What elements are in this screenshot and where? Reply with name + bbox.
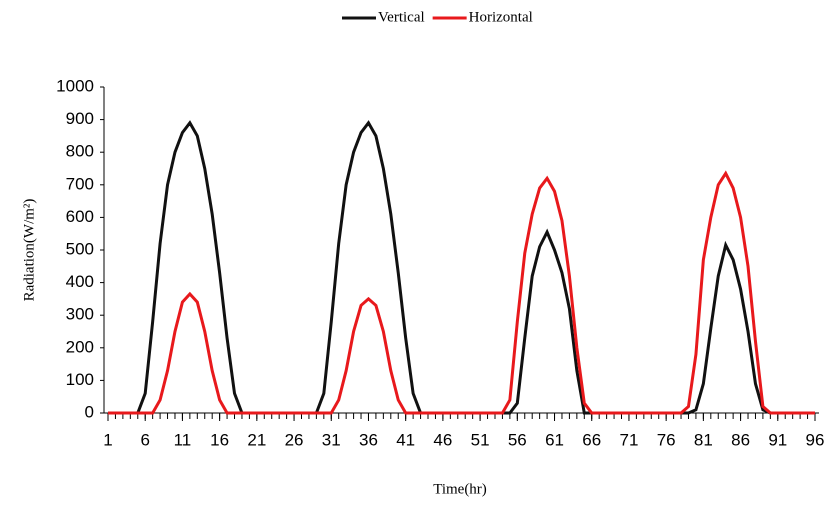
x-tick-label: 56 [508,430,527,449]
legend-label: Vertical [378,9,425,25]
y-tick-label: 600 [66,207,94,226]
y-tick-label: 800 [66,142,94,161]
y-tick-label: 1000 [56,76,94,95]
x-tick-label: 46 [433,430,452,449]
x-tick-label: 26 [285,430,304,449]
y-tick-label: 500 [66,239,94,258]
series-line [108,170,815,415]
x-tick-label: 91 [768,430,787,449]
x-tick-label: 31 [322,430,341,449]
x-tick-label: 11 [174,430,192,449]
x-axis-label: Time(hr) [433,481,487,497]
x-tick-label: 6 [140,430,149,449]
y-tick-label: 300 [66,305,94,324]
x-tick-label: 81 [694,430,713,449]
x-tick-label: 71 [619,430,638,449]
x-tick-label: 21 [247,430,266,449]
legend-label: Horizontal [469,9,533,25]
series-line [108,120,815,415]
x-tick-label: 66 [582,430,601,449]
x-tick-label: 61 [545,430,564,449]
x-tick-label: 16 [210,430,229,449]
y-tick-label: 200 [66,337,94,356]
x-tick-label: 96 [806,430,825,449]
x-tick-label: 1 [103,430,112,449]
y-tick-label: 100 [66,370,94,389]
y-tick-label: 400 [66,272,94,291]
y-tick-label: 0 [85,402,94,421]
y-tick-label: 900 [66,109,94,128]
y-tick-label: 700 [66,174,94,193]
x-tick-label: 76 [657,430,676,449]
x-tick-label: 36 [359,430,378,449]
x-tick-label: 51 [471,430,490,449]
y-axis-label: Radiation(W/m²) [21,199,37,302]
x-tick-label: 41 [396,430,415,449]
x-tick-label: 86 [731,430,750,449]
